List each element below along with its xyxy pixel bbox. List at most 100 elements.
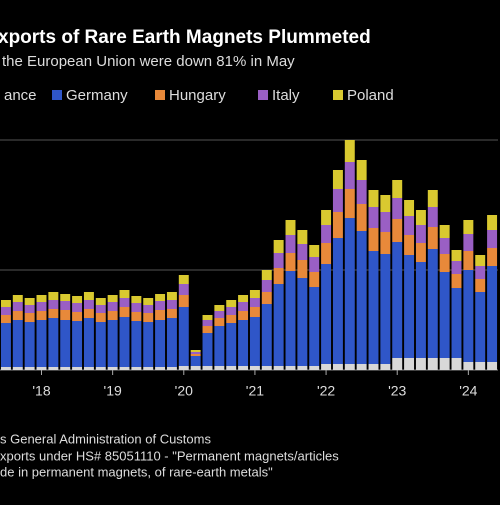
bar-segment [48, 300, 59, 309]
x-tick-label: '20 [175, 383, 193, 399]
bar-segment [178, 284, 189, 295]
bar-segment [321, 225, 332, 243]
bar-segment [48, 309, 59, 318]
bar-segment [475, 279, 486, 292]
bar-segment [214, 366, 225, 370]
bar-segment [321, 243, 332, 264]
bar-segment [309, 272, 320, 287]
bar-segment [439, 272, 450, 358]
bar-segment [190, 366, 201, 370]
bar-segment [463, 270, 474, 362]
bar-segment [12, 302, 23, 311]
bar-segment [427, 227, 438, 249]
bar-segment [178, 366, 189, 370]
bar-segment [72, 303, 83, 312]
bar-segment [12, 295, 23, 302]
bar-segment [202, 326, 213, 333]
bar-segment [226, 323, 237, 366]
bar-segment [178, 295, 189, 307]
bar-segment [60, 301, 71, 310]
bar-segment [368, 228, 379, 251]
bar-segment [24, 313, 35, 322]
bar-segment [332, 212, 343, 238]
bar-segment [392, 358, 403, 370]
bar-segment [261, 292, 272, 304]
bar-segment [332, 364, 343, 370]
bar-segment [226, 366, 237, 370]
bar-segment [404, 200, 415, 216]
bar-segment [238, 366, 249, 370]
bar-segment [202, 315, 213, 320]
bar-segment [155, 320, 166, 367]
bar-segment [0, 300, 11, 307]
bar-segment [0, 307, 11, 315]
bar-segment [273, 240, 284, 253]
bar-segment [475, 292, 486, 362]
bar-segment [356, 364, 367, 370]
legend-swatch [155, 90, 165, 100]
bar-segment [427, 190, 438, 207]
bar-segment [321, 210, 332, 225]
bar-segment [475, 255, 486, 266]
bar-segment [261, 270, 272, 280]
bar-segment [285, 253, 296, 271]
bar-segment [487, 362, 498, 370]
legend-swatch [52, 90, 62, 100]
bar-segment [249, 366, 260, 370]
bar-segment [155, 310, 166, 320]
bar-segment [487, 248, 498, 266]
bar-segment [427, 358, 438, 370]
bar-segment [249, 317, 260, 366]
bar-segment [463, 220, 474, 234]
bar-segment [451, 358, 462, 370]
bar-segment [60, 367, 71, 370]
bar-segment [297, 278, 308, 366]
bar-segment [24, 367, 35, 370]
bar-segment [143, 367, 154, 370]
bar-segment [166, 309, 177, 318]
bar-segment [475, 266, 486, 279]
bar-segment [297, 244, 308, 260]
bar-segment [439, 238, 450, 254]
bar-segment [107, 295, 118, 302]
bar-segment [273, 284, 284, 366]
bar-segment [143, 313, 154, 322]
bar-segment [36, 295, 47, 302]
bar-segment [0, 315, 11, 323]
bar-segment [155, 367, 166, 370]
bar-segment [261, 366, 272, 370]
legend-swatch [333, 90, 343, 100]
bar-segment [356, 160, 367, 180]
bar-segment [368, 364, 379, 370]
bar-segment [119, 307, 130, 317]
bar-segment [119, 290, 130, 298]
bar-segment [166, 367, 177, 370]
bar-segment [368, 190, 379, 207]
bar-segment [297, 366, 308, 370]
bar-segment [202, 333, 213, 366]
bar-segment [190, 350, 201, 352]
bar-segment [155, 294, 166, 301]
bar-segment [332, 238, 343, 364]
bar-segment [344, 162, 355, 189]
bar-segment [214, 311, 225, 318]
bar-segment [166, 300, 177, 309]
bar-segment [404, 235, 415, 255]
bar-segment [427, 207, 438, 227]
bar-segment [487, 266, 498, 362]
source-line: s General Administration of Customs [0, 431, 211, 446]
chart-subtitle: the European Union were down 81% in May [2, 53, 295, 70]
bar-segment [451, 274, 462, 288]
bar-segment [226, 307, 237, 315]
bar-segment [95, 313, 106, 322]
bar-segment [155, 301, 166, 310]
bar-segment [107, 367, 118, 370]
bar-segment [332, 170, 343, 189]
bar-segment [249, 290, 260, 298]
bar-segment [226, 315, 237, 323]
bar-segment [36, 320, 47, 367]
x-tick-label: '23 [388, 383, 406, 399]
bar-segment [487, 230, 498, 248]
bar-segment [12, 320, 23, 367]
